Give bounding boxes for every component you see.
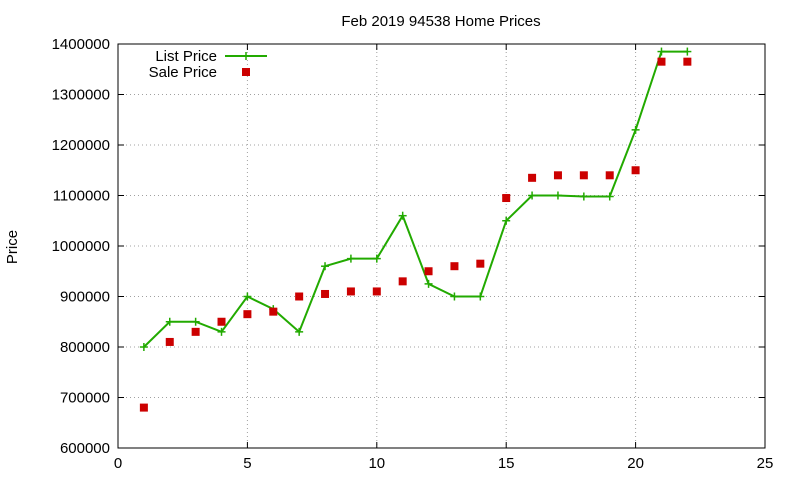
- y-tick-label: 900000: [60, 289, 110, 306]
- axes: [117, 43, 766, 449]
- sale-price-point: [579, 171, 588, 180]
- grid: [118, 44, 765, 448]
- list-price-point: [657, 47, 666, 56]
- x-tick-label: 10: [368, 455, 385, 472]
- sale-price-point: [528, 173, 537, 182]
- y-axis-label: Price: [4, 230, 21, 264]
- y-axis-ticks: 600000 700000 800000 900000 1000000 1100000 12…: [52, 36, 765, 457]
- sale-price-point: [502, 194, 511, 203]
- sale-price-point: [139, 403, 148, 412]
- y-tick-label: 1200000: [52, 137, 110, 154]
- y-tick-label: 700000: [60, 390, 110, 407]
- x-tick-label: 20: [627, 455, 644, 472]
- y-tick-label: 1100000: [53, 188, 110, 205]
- sale-price-point: [269, 307, 278, 316]
- list-price-point: [191, 317, 200, 326]
- sale-price-point: [605, 171, 614, 180]
- list-price-point: [217, 327, 226, 336]
- sale-price-point: [631, 166, 640, 175]
- sale-price-point: [191, 327, 200, 336]
- sale-price-point: [321, 289, 330, 298]
- sale-price-point: [553, 171, 562, 180]
- sale-price-point: [346, 287, 355, 296]
- list-price-point: [450, 292, 459, 301]
- sale-price-point: [450, 262, 459, 271]
- list-price-point: [579, 192, 588, 201]
- list-price-point: [476, 292, 485, 301]
- sale-price-point: [683, 57, 692, 66]
- list-price-point: [321, 262, 330, 271]
- sale-price-point: [217, 317, 226, 326]
- legend-marker-list-price: [242, 52, 250, 60]
- list-price-point: [372, 254, 381, 263]
- sale-price-point: [243, 310, 252, 319]
- list-price-point: [631, 125, 640, 134]
- legend-label-list-price: List Price: [155, 48, 217, 65]
- sale-price-point: [476, 259, 485, 268]
- plot-frame: [117, 43, 766, 449]
- y-tick-label: 1000000: [52, 238, 110, 255]
- list-price-point: [424, 279, 433, 288]
- y-tick-label: 800000: [60, 339, 110, 356]
- x-tick-label: 5: [243, 455, 251, 472]
- sale-price-point: [165, 337, 174, 346]
- list-price-point: [683, 47, 692, 56]
- x-tick-label: 25: [757, 455, 774, 472]
- series: [139, 47, 692, 412]
- sale-price-point: [398, 277, 407, 286]
- list-price-point: [243, 292, 252, 301]
- sale-price-point: [295, 292, 304, 301]
- sale-price-point: [424, 267, 433, 276]
- sale-price-point: [372, 287, 381, 296]
- list-price-point: [553, 191, 562, 200]
- x-tick-label: 15: [498, 455, 515, 472]
- list-price-point: [502, 216, 511, 225]
- list-price-line: [143, 50, 688, 348]
- x-axis-ticks: 0 5 10 15 20 25: [114, 44, 774, 472]
- list-price-point: [295, 327, 304, 336]
- list-price-point: [605, 192, 614, 201]
- list-price-point: [528, 191, 537, 200]
- y-tick-label: 1300000: [52, 87, 110, 104]
- legend-label-sale-price: Sale Price: [149, 64, 217, 81]
- list-price-point: [139, 343, 148, 351]
- sale-price-point: [657, 57, 666, 66]
- list-price-point: [398, 211, 407, 220]
- list-price-point: [346, 254, 355, 263]
- y-tick-label: 1400000: [52, 36, 110, 53]
- chart-title: Feb 2019 94538 Home Prices: [341, 13, 540, 30]
- list-price-point: [165, 317, 174, 326]
- legend-marker-sale-price: [242, 68, 250, 76]
- x-tick-label: 0: [114, 455, 122, 472]
- y-tick-label: 600000: [60, 440, 110, 457]
